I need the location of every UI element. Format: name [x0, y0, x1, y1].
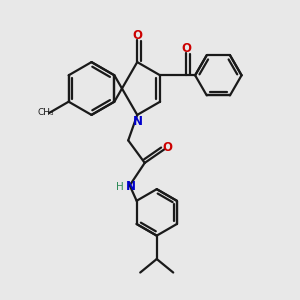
Text: CH₃: CH₃: [38, 109, 55, 118]
Text: N: N: [126, 180, 136, 194]
Text: N: N: [133, 115, 142, 128]
Text: H: H: [116, 182, 124, 192]
Text: O: O: [163, 141, 173, 154]
Text: O: O: [132, 28, 142, 42]
Text: O: O: [182, 42, 191, 55]
